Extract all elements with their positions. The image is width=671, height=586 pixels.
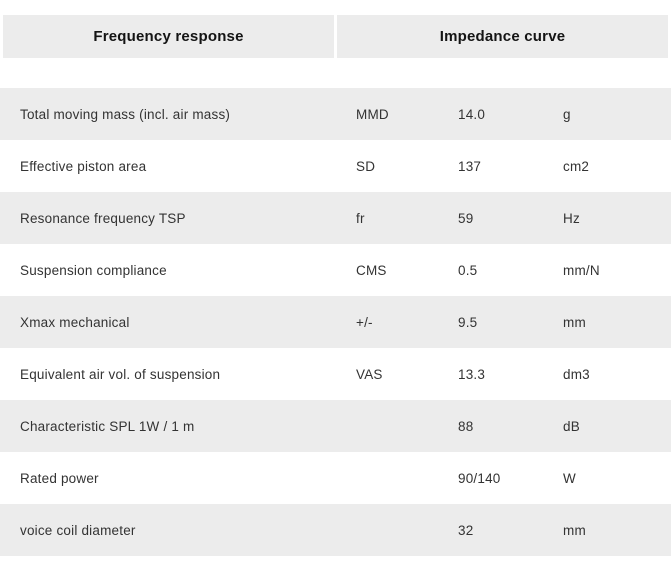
row-value: 88 — [458, 418, 474, 434]
row-value: 14.0 — [458, 106, 486, 122]
row-unit: dm3 — [563, 366, 590, 382]
row-value: 90/140 — [458, 470, 501, 486]
row-symbol: MMD — [356, 106, 389, 122]
row-unit: mm/N — [563, 262, 600, 278]
row-symbol: CMS — [356, 262, 387, 278]
row-symbol: +/- — [356, 314, 373, 330]
curve-tabbar: Frequency response Impedance curve — [3, 15, 668, 58]
table-row: Characteristic SPL 1W / 1 m 88 dB — [0, 400, 671, 452]
row-label: Suspension compliance — [20, 262, 167, 278]
row-unit: Hz — [563, 210, 580, 226]
row-label: Effective piston area — [20, 158, 147, 174]
table-row: Resonance frequency TSP fr 59 Hz — [0, 192, 671, 244]
row-value: 32 — [458, 522, 474, 538]
row-unit: cm2 — [563, 158, 590, 174]
row-unit: g — [563, 106, 571, 122]
tab-frequency-response-label: Frequency response — [93, 28, 244, 45]
row-symbol: SD — [356, 158, 376, 174]
table-row: Equivalent air vol. of suspension VAS 13… — [0, 348, 671, 400]
table-row: Rated power 90/140 W — [0, 452, 671, 504]
row-unit: mm — [563, 522, 586, 538]
row-unit: W — [563, 470, 576, 486]
row-value: 9.5 — [458, 314, 478, 330]
row-label: Xmax mechanical — [20, 314, 130, 330]
row-label: Total moving mass (incl. air mass) — [20, 106, 231, 122]
row-label: Equivalent air vol. of suspension — [20, 366, 221, 382]
table-row: Effective piston area SD 137 cm2 — [0, 140, 671, 192]
spec-sheet-page: Frequency response Impedance curve Total… — [0, 15, 671, 586]
row-label: Resonance frequency TSP — [20, 210, 186, 226]
row-symbol: fr — [356, 210, 365, 226]
table-row: voice coil diameter 32 mm — [0, 504, 671, 556]
tab-impedance-curve-label: Impedance curve — [439, 28, 566, 45]
tab-frequency-response[interactable]: Frequency response — [3, 15, 334, 58]
row-symbol: VAS — [356, 366, 383, 382]
row-unit: mm — [563, 314, 586, 330]
specs-table: Total moving mass (incl. air mass) MMD 1… — [0, 88, 671, 556]
row-unit: dB — [563, 418, 580, 434]
row-value: 137 — [458, 158, 482, 174]
row-label: Characteristic SPL 1W / 1 m — [20, 418, 195, 434]
table-row: Suspension compliance CMS 0.5 mm/N — [0, 244, 671, 296]
row-value: 0.5 — [458, 262, 478, 278]
table-row: Xmax mechanical +/- 9.5 mm — [0, 296, 671, 348]
tab-impedance-curve[interactable]: Impedance curve — [337, 15, 668, 58]
row-value: 13.3 — [458, 366, 486, 382]
table-row: Total moving mass (incl. air mass) MMD 1… — [0, 88, 671, 140]
row-label: Rated power — [20, 470, 99, 486]
row-label: voice coil diameter — [20, 522, 136, 538]
row-value: 59 — [458, 210, 474, 226]
